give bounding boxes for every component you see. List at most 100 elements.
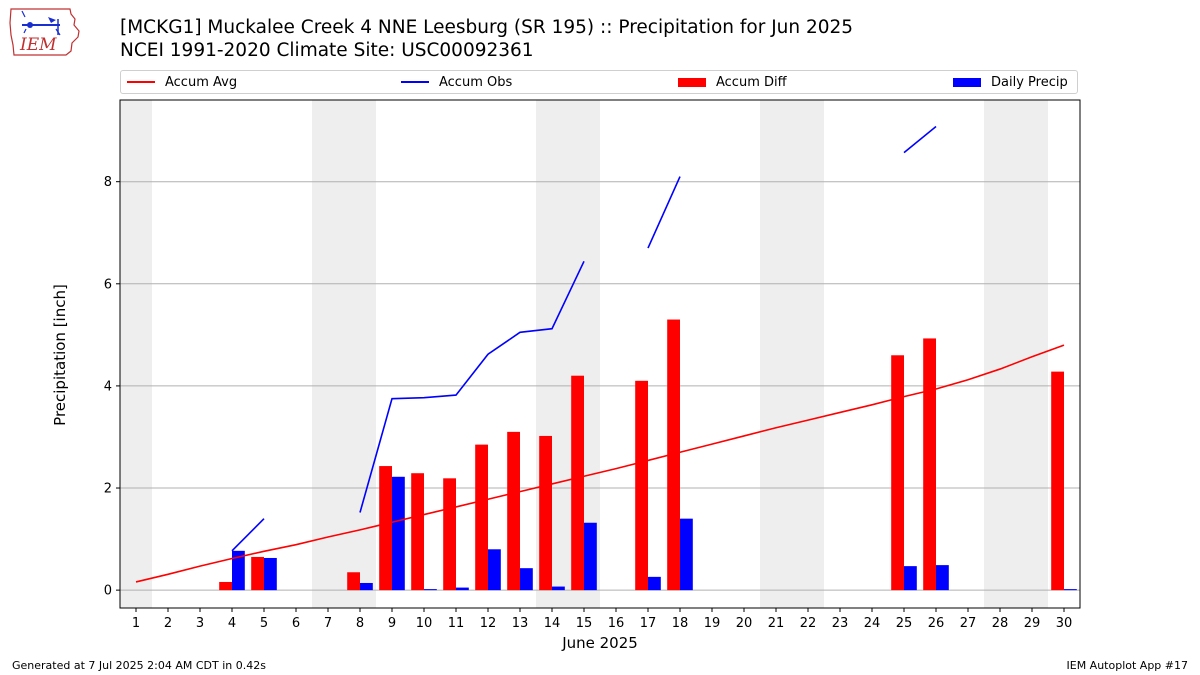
daily-precip-bar-30 bbox=[1064, 589, 1077, 591]
legend-swatch-accum-avg bbox=[127, 81, 155, 83]
x-tick-label-8: 8 bbox=[356, 616, 364, 631]
x-tick-label-21: 21 bbox=[768, 616, 785, 631]
accum-diff-bar-15 bbox=[571, 375, 584, 591]
legend-label-daily-precip: Daily Precip bbox=[991, 74, 1068, 90]
x-tick-label-19: 19 bbox=[704, 616, 721, 631]
legend-item-accum-obs: Accum Obs bbox=[401, 71, 512, 93]
x-tick-label-25: 25 bbox=[896, 616, 913, 631]
accum-diff-bar-13 bbox=[507, 431, 520, 591]
app-credit: IEM Autoplot App #17 bbox=[1066, 659, 1189, 672]
accum-diff-bar-14 bbox=[539, 435, 552, 591]
x-tick-label-15: 15 bbox=[576, 616, 593, 631]
x-tick-label-26: 26 bbox=[928, 616, 945, 631]
x-tick-label-14: 14 bbox=[544, 616, 561, 631]
legend-swatch-accum-diff bbox=[678, 77, 706, 87]
legend-item-daily-precip: Daily Precip bbox=[953, 71, 1068, 93]
x-tick-label-12: 12 bbox=[480, 616, 497, 631]
daily-precip-bar-9 bbox=[392, 476, 405, 591]
x-tick-label-17: 17 bbox=[640, 616, 657, 631]
chart-title: [MCKG1] Muckalee Creek 4 NNE Leesburg (S… bbox=[120, 17, 854, 38]
daily-precip-bar-12 bbox=[488, 549, 501, 591]
daily-precip-bar-13 bbox=[520, 568, 533, 591]
generated-timestamp: Generated at 7 Jul 2025 2:04 AM CDT in 0… bbox=[12, 659, 266, 672]
weekend-shade-1 bbox=[312, 100, 376, 608]
x-axis-label: June 2025 bbox=[562, 634, 638, 652]
accum-obs-line-segment-1 bbox=[359, 260, 585, 513]
x-tick-label-20: 20 bbox=[736, 616, 753, 631]
x-tick-label-10: 10 bbox=[416, 616, 433, 631]
legend: Accum Avg Accum Obs Accum Diff Daily Pre… bbox=[120, 70, 1078, 94]
daily-precip-bar-4 bbox=[232, 550, 245, 591]
legend-label-accum-diff: Accum Diff bbox=[716, 74, 787, 90]
x-tick-label-28: 28 bbox=[992, 616, 1009, 631]
x-axis-ticks: 1 2 3 4 5 6 7 8 9 10 11 12 13 14 15 16 17 18 19 20 21 22 23 24 2… bbox=[132, 608, 1072, 631]
x-tick-label-18: 18 bbox=[672, 616, 689, 631]
x-tick-label-5: 5 bbox=[260, 616, 268, 631]
y-tick-label-0: 0 bbox=[104, 584, 112, 599]
accum-diff-bar-9 bbox=[379, 466, 392, 591]
y-gridlines bbox=[120, 181, 1080, 591]
accum-diff-bar-30 bbox=[1051, 371, 1064, 591]
x-tick-label-16: 16 bbox=[608, 616, 625, 631]
daily-precip-bar-8 bbox=[360, 582, 373, 591]
iowa-weather-station-logo-icon bbox=[9, 8, 80, 56]
legend-swatch-daily-precip bbox=[953, 77, 981, 87]
accum-obs-line-segment-3 bbox=[903, 125, 937, 154]
bar-series bbox=[219, 319, 1077, 591]
x-tick-label-29: 29 bbox=[1024, 616, 1041, 631]
y-tick-label-2: 2 bbox=[104, 482, 112, 497]
x-tick-label-24: 24 bbox=[864, 616, 881, 631]
plot-frame bbox=[119, 99, 1081, 609]
daily-precip-bar-5 bbox=[264, 557, 277, 591]
x-tick-label-1: 1 bbox=[132, 616, 140, 631]
chart-subtitle: NCEI 1991-2020 Climate Site: USC00092361 bbox=[120, 40, 534, 61]
line-series bbox=[135, 125, 1065, 583]
accum-diff-bar-4 bbox=[219, 581, 232, 591]
legend-swatch-accum-obs bbox=[401, 81, 429, 83]
accum-diff-bar-10 bbox=[411, 473, 424, 591]
accum-avg-line-segment-0 bbox=[135, 344, 1065, 583]
accum-diff-bar-12 bbox=[475, 444, 488, 591]
x-tick-label-9: 9 bbox=[388, 616, 396, 631]
x-tick-label-2: 2 bbox=[164, 616, 172, 631]
accum-obs-line-segment-0 bbox=[231, 518, 265, 552]
legend-item-accum-avg: Accum Avg bbox=[127, 71, 237, 93]
daily-precip-bar-14 bbox=[552, 586, 565, 591]
x-tick-label-3: 3 bbox=[196, 616, 204, 631]
y-tick-label-8: 8 bbox=[104, 175, 112, 190]
legend-item-accum-diff: Accum Diff bbox=[678, 71, 787, 93]
accum-obs-line-segment-2 bbox=[647, 176, 681, 249]
weekend-shade-3 bbox=[760, 100, 824, 608]
accum-diff-bar-26 bbox=[923, 338, 936, 591]
y-axis-label: Precipitation [inch] bbox=[51, 284, 69, 426]
accum-diff-bar-11 bbox=[443, 478, 456, 591]
daily-precip-bar-18 bbox=[680, 518, 693, 591]
y-tick-label-4: 4 bbox=[104, 379, 112, 394]
iem-logo: IEM bbox=[8, 5, 82, 60]
legend-label-accum-avg: Accum Avg bbox=[165, 74, 238, 90]
accum-diff-bar-25 bbox=[891, 355, 904, 591]
y-tick-label-6: 6 bbox=[104, 277, 112, 292]
accum-diff-bar-5 bbox=[251, 556, 264, 591]
y-axis-ticks: 0 2 4 6 8 bbox=[104, 175, 120, 599]
accum-diff-bar-18 bbox=[667, 319, 680, 591]
x-tick-label-13: 13 bbox=[512, 616, 529, 631]
x-tick-label-27: 27 bbox=[960, 616, 977, 631]
daily-precip-bar-15 bbox=[584, 522, 597, 591]
daily-precip-bar-26 bbox=[936, 565, 949, 591]
daily-precip-bar-11 bbox=[456, 587, 469, 591]
daily-precip-bar-25 bbox=[904, 566, 917, 591]
x-tick-label-30: 30 bbox=[1056, 616, 1073, 631]
x-tick-label-6: 6 bbox=[292, 616, 300, 631]
x-tick-label-4: 4 bbox=[228, 616, 236, 631]
x-tick-label-11: 11 bbox=[448, 616, 465, 631]
logo-text: IEM bbox=[20, 35, 57, 55]
accum-diff-bar-17 bbox=[635, 380, 648, 591]
weekend-shade-0 bbox=[120, 100, 152, 608]
x-tick-label-22: 22 bbox=[800, 616, 817, 631]
daily-precip-bar-17 bbox=[648, 576, 661, 591]
legend-label-accum-obs: Accum Obs bbox=[439, 74, 513, 90]
x-tick-label-7: 7 bbox=[324, 616, 332, 631]
daily-precip-bar-10 bbox=[424, 589, 437, 591]
